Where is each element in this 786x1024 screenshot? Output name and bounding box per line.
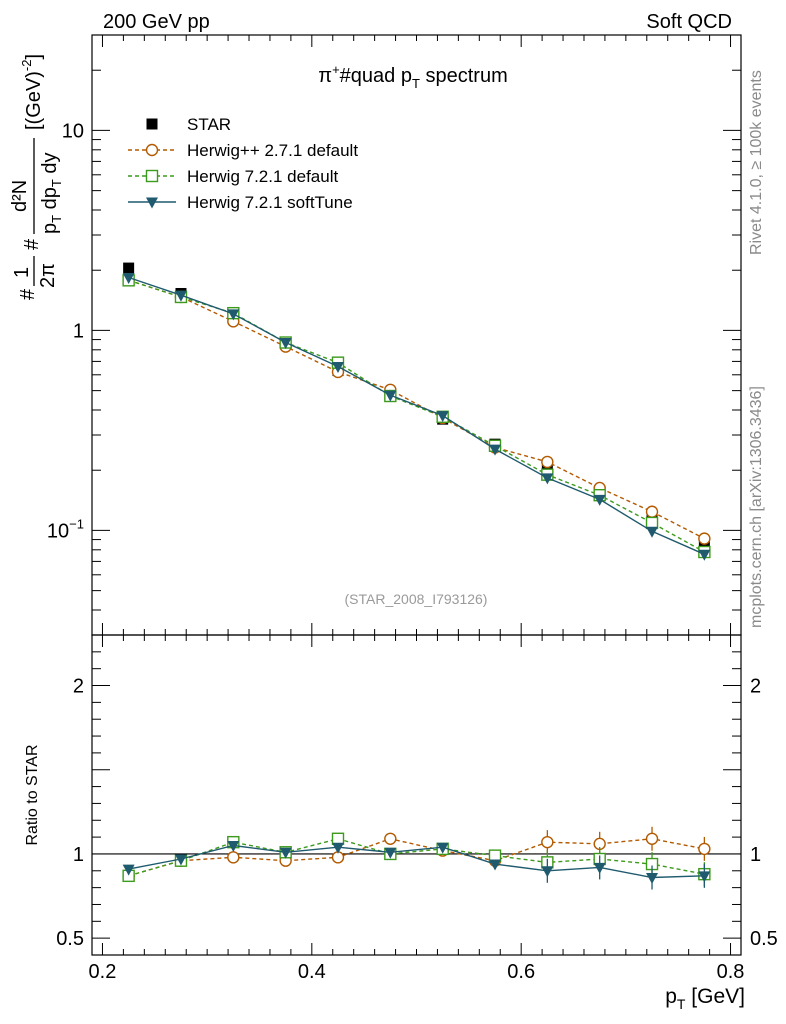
main-series-layer [122, 262, 711, 561]
data-point [698, 871, 711, 883]
data-point [123, 262, 135, 274]
data-point [698, 842, 711, 856]
series-herwig-7-2-1-softtune [122, 841, 711, 890]
mcplots-credit-label: mcplots.cern.ch [arXiv:1306.3436] [748, 386, 765, 628]
legend-label: Herwig++ 2.7.1 default [187, 141, 358, 160]
header-right: Soft QCD [646, 11, 732, 33]
data-point [227, 841, 240, 853]
data-point [279, 338, 292, 350]
svg-text:#: # [17, 288, 39, 300]
analysis-watermark: (STAR_2008_I793126) [345, 591, 488, 607]
data-point [646, 873, 659, 885]
data-point [593, 862, 606, 874]
data-point [541, 866, 554, 878]
data-point [331, 842, 344, 854]
data-point [645, 832, 659, 845]
y-tick-label: 10−1 [47, 516, 84, 542]
ratio-y-tick-label: 1 [73, 844, 84, 866]
data-point [645, 516, 659, 530]
data-point [122, 272, 135, 284]
data-point [436, 842, 449, 854]
svg-text:#: # [21, 238, 43, 250]
data-point [698, 549, 711, 561]
legend-entry: Herwig 7.2.1 default [128, 167, 338, 186]
series-herwig-7-2-1-softtune [122, 272, 711, 561]
legend-entry: Herwig++ 2.7.1 default [128, 141, 358, 160]
svg-text:d²N: d²N [9, 180, 31, 212]
data-point [279, 847, 292, 859]
data-point [384, 832, 397, 845]
legend-entry: Herwig 7.2.1 softTune [128, 193, 353, 212]
data-point [331, 362, 344, 374]
data-point [174, 854, 187, 866]
ratio-panel-frame [91, 634, 742, 956]
data-point [331, 832, 345, 845]
y-axis-label: # 1 2π # d²N pT dpT dy [(GeV)-2] [9, 54, 64, 300]
legend-entry: STAR [146, 115, 231, 134]
data-point [384, 847, 397, 859]
series-line [128, 838, 705, 877]
ratio-axis-ticks: 0.2 0.4 0.6 0.80.5 0.51 12 2 [56, 635, 778, 983]
legend-label: STAR [187, 115, 231, 134]
rivet-version-label: Rivet 4.1.0, ≥ 100k events [748, 70, 765, 255]
series-line [128, 844, 705, 879]
header-left: 200 GeV pp [103, 11, 210, 33]
x-tick-label: 0.4 [298, 961, 326, 983]
legend-label: Herwig 7.2.1 softTune [187, 193, 353, 212]
data-point [488, 849, 502, 862]
series-herwig-2-7-1-default [122, 274, 711, 545]
ratio-y-tick-label: 0.5 [56, 928, 84, 950]
legend-label: Herwig 7.2.1 default [187, 167, 338, 186]
ratio-series-layer [122, 826, 711, 890]
ratio-y-tick-label-right: 2 [750, 676, 761, 698]
series-line [128, 279, 705, 540]
svg-text:[(GeV)-2]: [(GeV)-2] [19, 54, 45, 130]
data-point [384, 390, 397, 402]
series-herwig-7-2-1-default [122, 274, 711, 559]
legend: STAR Herwig++ 2.7.1 default Herwig 7.2.1 d… [128, 115, 358, 212]
data-point [436, 411, 449, 423]
ratio-y-axis-label: Ratio to STAR [24, 744, 41, 845]
data-point [227, 851, 240, 864]
data-point [698, 532, 711, 545]
data-point [541, 835, 554, 849]
data-point [227, 309, 240, 321]
x-tick-label: 0.8 [717, 961, 745, 983]
ratio-y-tick-label: 2 [73, 676, 84, 698]
data-point [489, 444, 502, 456]
main-axis-ticks: 10−1 1 10 [47, 34, 741, 636]
data-point [122, 864, 135, 876]
legend-marker [145, 143, 159, 157]
ratio-y-tick-label-right: 1 [750, 844, 761, 866]
y-tick-label: 10 [62, 120, 84, 142]
x-tick-label: 0.2 [89, 961, 117, 983]
data-point [646, 526, 659, 538]
legend-marker [146, 197, 158, 209]
data-point [645, 505, 659, 518]
data-point [489, 859, 502, 871]
data-point [541, 473, 554, 485]
legend-marker [145, 169, 159, 183]
data-point [174, 290, 187, 302]
ratio-y-tick-label-right: 0.5 [750, 928, 778, 950]
svg-text:1: 1 [11, 267, 33, 278]
series-line [128, 838, 705, 877]
x-tick-label: 0.6 [507, 961, 535, 983]
x-axis-label: pT [GeV] [665, 985, 745, 1012]
legend-marker [146, 118, 158, 130]
chart-title: π+#quad pT spectrum [318, 62, 507, 91]
y-tick-label: 1 [73, 320, 84, 342]
data-point [541, 455, 554, 469]
series-line [128, 276, 705, 555]
svg-text:2π: 2π [37, 263, 59, 288]
svg-text:pT dpT dy: pT dpT dy [39, 152, 64, 234]
data-point [593, 494, 606, 506]
